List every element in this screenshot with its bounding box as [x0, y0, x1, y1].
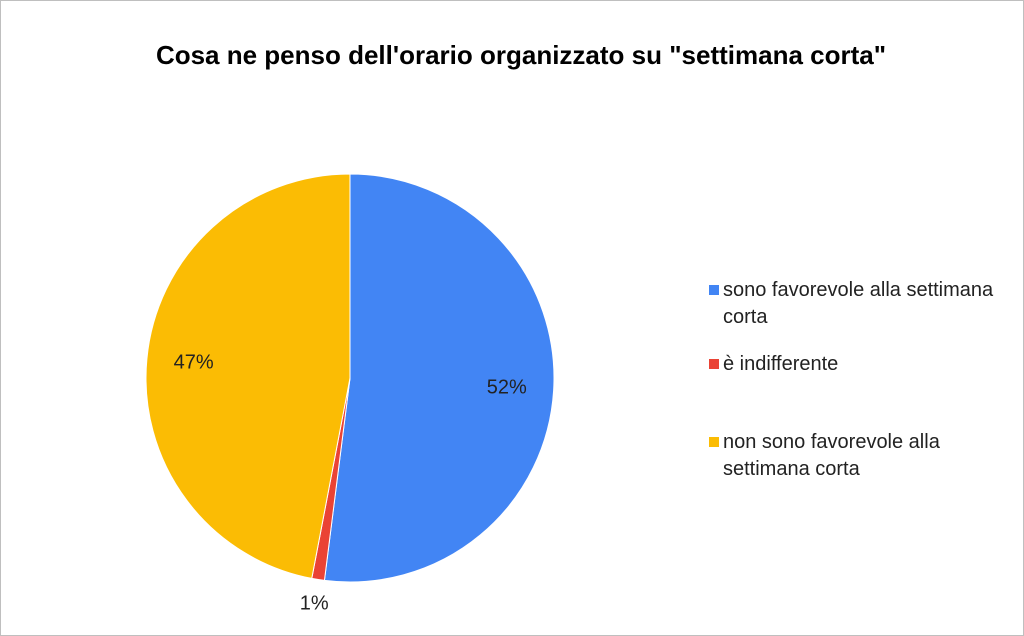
- legend-label: sono favorevole alla settimana corta: [723, 279, 994, 328]
- pie-slice: [145, 173, 351, 579]
- data-label: 47%: [173, 351, 214, 374]
- legend-label: è indifferente: [723, 353, 839, 375]
- data-label: 1%: [299, 592, 329, 615]
- data-label: 52%: [486, 376, 527, 399]
- pie-slice: [323, 173, 555, 583]
- legend-item: è indifferente: [709, 351, 1019, 378]
- legend-swatch: [709, 437, 719, 447]
- legend-item: non sono favorevole alla settimana corta: [709, 429, 1019, 483]
- legend-swatch: [709, 285, 719, 295]
- legend-item: sono favorevole alla settimana corta: [709, 277, 1019, 331]
- legend-label: non sono favorevole alla settimana corta: [723, 431, 940, 480]
- legend-swatch: [709, 359, 719, 369]
- chart-title: Cosa ne penso dell'orario organizzato su…: [155, 40, 887, 70]
